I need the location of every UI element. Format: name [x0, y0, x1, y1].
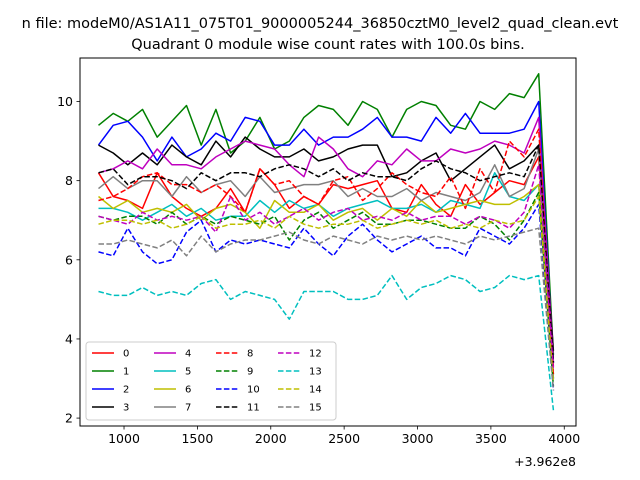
x-tick-label: 1000	[108, 431, 140, 446]
series-line-12	[98, 164, 555, 371]
legend-label-2: 2	[123, 385, 129, 396]
legend-label-8: 8	[247, 349, 253, 360]
series-line-13	[98, 274, 555, 411]
x-tick-label: 4000	[548, 431, 580, 446]
y-axis: 2 4 6 8 10	[57, 94, 80, 426]
series-line-5	[98, 172, 555, 379]
x-tick-label: 1500	[181, 431, 213, 446]
axes-frame	[79, 57, 577, 427]
legend-label-4: 4	[185, 349, 191, 360]
y-tick-label: 10	[57, 94, 73, 109]
series-line-7	[98, 148, 555, 379]
chart-title: Quadrant 0 module wise count rates with …	[131, 37, 525, 53]
legend-label-9: 9	[247, 367, 253, 378]
legend-label-3: 3	[123, 403, 129, 414]
legend-label-11: 11	[247, 403, 260, 414]
series-line-4	[98, 116, 555, 363]
legend-label-7: 7	[185, 403, 191, 414]
legend-box	[85, 341, 337, 421]
figure-suptitle: n file: modeM0/AS1A11_075T01_9000005244_…	[22, 16, 619, 32]
series-line-10	[98, 203, 555, 391]
x-tick-label: 2000	[255, 431, 287, 446]
legend-label-1: 1	[123, 367, 129, 378]
legend-label-14: 14	[309, 385, 322, 396]
legend-label-0: 0	[123, 349, 129, 360]
legend-label-13: 13	[309, 367, 322, 378]
legend-label-10: 10	[247, 385, 260, 396]
legend-label-6: 6	[185, 385, 191, 396]
x-tick-label: 3000	[402, 431, 434, 446]
y-tick-label: 6	[65, 252, 73, 267]
series-line-6	[98, 183, 555, 375]
series-layer	[97, 73, 555, 411]
x-tick-label: 2500	[328, 431, 360, 446]
x-offset-label: +3.962e8	[514, 454, 576, 469]
series-line-2	[97, 100, 555, 363]
series-line-15	[98, 227, 555, 391]
x-axis: 1000 1500 2000 2500 3000 3500 4000	[108, 426, 580, 446]
x-tick-label: 3500	[475, 431, 507, 446]
y-tick-label: 4	[65, 331, 73, 346]
legend-label-5: 5	[185, 367, 191, 378]
series-line-14	[98, 195, 555, 383]
series-line-3	[98, 136, 555, 351]
series-line-11	[98, 144, 555, 363]
series-line-1	[98, 73, 555, 355]
legend-label-15: 15	[309, 403, 322, 414]
y-tick-label: 2	[65, 411, 73, 426]
y-tick-label: 8	[65, 173, 73, 188]
legend-label-12: 12	[309, 349, 322, 360]
series-line-8	[98, 128, 555, 375]
